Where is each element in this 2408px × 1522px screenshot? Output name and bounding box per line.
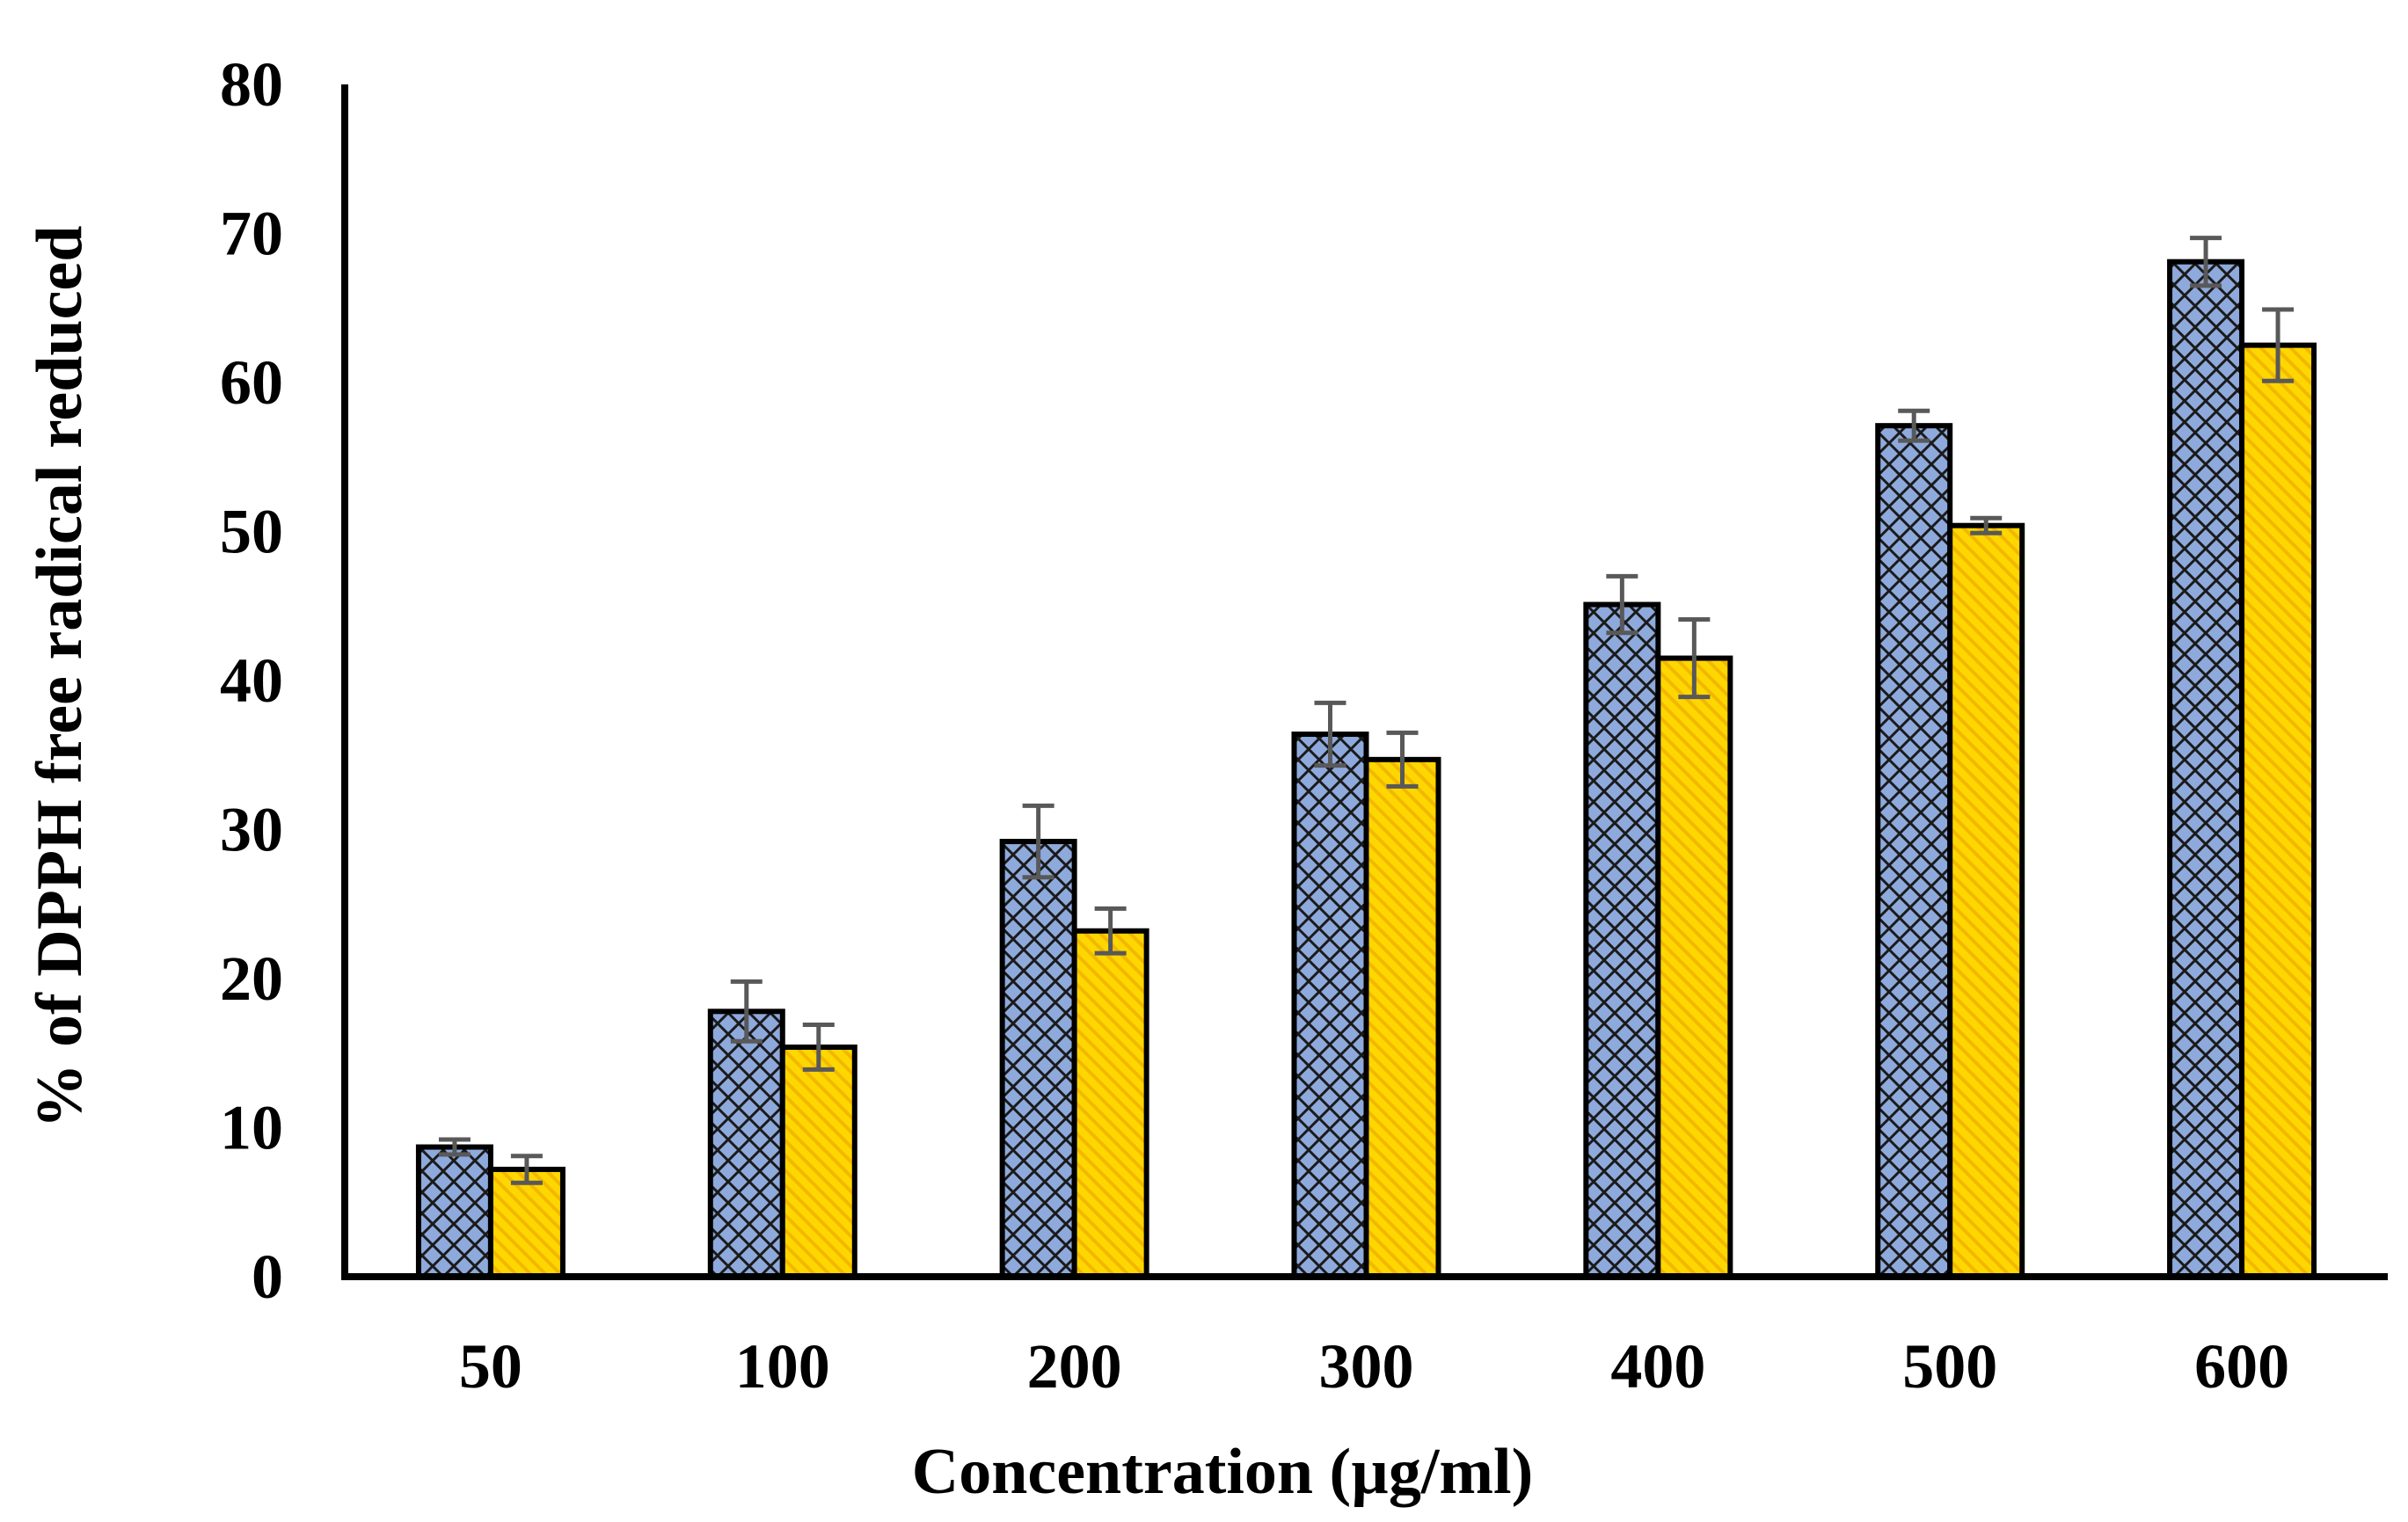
bars-layer: [415, 259, 2317, 1280]
y-tick-label-0: 0: [252, 1242, 283, 1312]
y-axis-title: % of DPPH free radical reduced: [24, 226, 96, 1129]
y-tick-label-50: 50: [220, 497, 283, 567]
error-bar-2-300: [1386, 730, 1419, 789]
error-bar-2-100: [802, 1023, 835, 1072]
error-bar-2-200: [1094, 906, 1127, 956]
tick-labels-layer: 50 100 200 300 400 500 600 0 10 20 30 40 50 60 70 80: [220, 49, 2289, 1402]
error-bar-1-200: [1022, 803, 1054, 880]
x-tick-label-50: 50: [459, 1331, 522, 1402]
x-tick-label-200: 200: [1027, 1331, 1122, 1402]
bar-2-200: [1071, 928, 1149, 1279]
bar-1-600: [2167, 259, 2245, 1280]
y-tick-label-40: 40: [220, 645, 283, 716]
bar-2-300: [1363, 756, 1441, 1279]
error-bar-1-600: [2190, 236, 2222, 288]
error-bar-1-300: [1314, 700, 1346, 768]
bar-2-100: [779, 1044, 857, 1279]
y-tick-label-10: 10: [220, 1093, 283, 1163]
x-tick-label-100: 100: [735, 1331, 830, 1402]
x-tick-label-400: 400: [1610, 1331, 1705, 1402]
axes-layer: [341, 84, 2388, 1280]
bar-1-400: [1583, 601, 1661, 1279]
x-axis-title: Concentration (µg/ml): [912, 1436, 1533, 1508]
x-tick-label-500: 500: [1902, 1331, 1997, 1402]
bar-1-50: [415, 1144, 493, 1280]
error-bar-1-100: [730, 979, 763, 1044]
bar-1-200: [999, 839, 1077, 1279]
bar-1-300: [1291, 732, 1369, 1279]
y-tick-label-70: 70: [220, 199, 283, 269]
bar-1-100: [707, 1009, 785, 1280]
bar-2-600: [2239, 342, 2317, 1279]
error-bar-2-50: [510, 1154, 543, 1185]
bar-2-400: [1655, 655, 1733, 1279]
bar-2-500: [1947, 522, 2025, 1279]
x-tick-label-600: 600: [2194, 1331, 2289, 1402]
error-bar-2-600: [2262, 307, 2295, 383]
bar-2-50: [487, 1166, 566, 1279]
y-tick-label-30: 30: [220, 795, 283, 865]
error-bars-layer: [438, 236, 2295, 1185]
error-bar-1-500: [1898, 408, 1930, 443]
error-bar-2-400: [1678, 617, 1711, 700]
error-bar-2-500: [1970, 515, 2003, 535]
error-bar-1-50: [438, 1137, 471, 1157]
error-bar-1-400: [1606, 573, 1638, 636]
bar-1-500: [1875, 423, 1953, 1279]
y-tick-label-60: 60: [220, 347, 283, 418]
y-tick-label-80: 80: [220, 49, 283, 120]
x-tick-label-300: 300: [1319, 1331, 1414, 1402]
y-tick-label-20: 20: [220, 943, 283, 1014]
